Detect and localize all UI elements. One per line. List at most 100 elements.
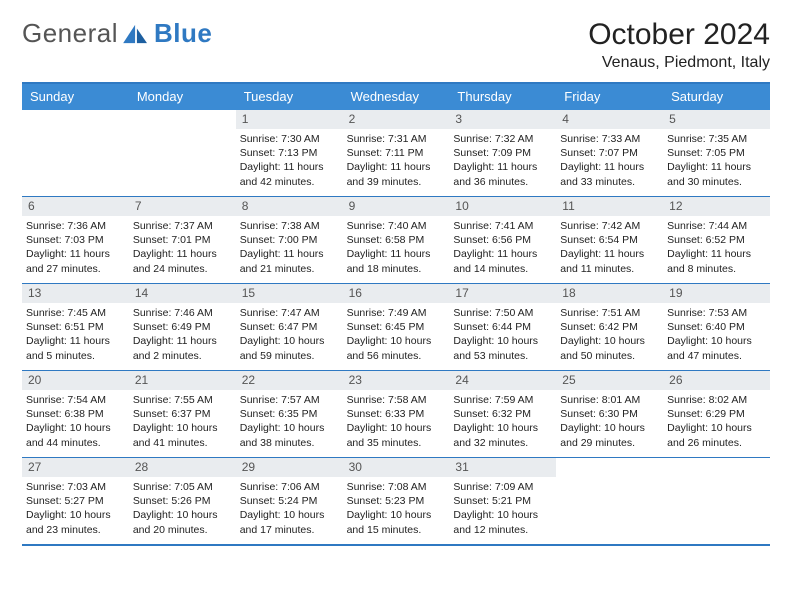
weekday-saturday: Saturday: [663, 84, 770, 110]
day-number: 14: [129, 284, 236, 303]
brand-logo: General Blue: [22, 18, 212, 49]
week-row: 13 Sunrise: 7:45 AMSunset: 6:51 PMDayligh…: [22, 284, 770, 371]
day-info: Sunrise: 7:08 AMSunset: 5:23 PMDaylight:…: [347, 480, 446, 537]
day-number: 12: [663, 197, 770, 216]
day-cell-2: 2 Sunrise: 7:31 AMSunset: 7:11 PMDaylight…: [343, 110, 450, 196]
day-number: 19: [663, 284, 770, 303]
day-cell-4: 4 Sunrise: 7:33 AMSunset: 7:07 PMDaylight…: [556, 110, 663, 196]
day-info: Sunrise: 7:50 AMSunset: 6:44 PMDaylight:…: [453, 306, 552, 363]
day-info: Sunrise: 7:05 AMSunset: 5:26 PMDaylight:…: [133, 480, 232, 537]
day-cell-10: 10 Sunrise: 7:41 AMSunset: 6:56 PMDayligh…: [449, 197, 556, 283]
header: General Blue October 2024 Venaus, Piedmo…: [22, 18, 770, 72]
day-info: Sunrise: 7:36 AMSunset: 7:03 PMDaylight:…: [26, 219, 125, 276]
day-info: Sunrise: 7:06 AMSunset: 5:24 PMDaylight:…: [240, 480, 339, 537]
day-number: 31: [449, 458, 556, 477]
day-cell-16: 16 Sunrise: 7:49 AMSunset: 6:45 PMDayligh…: [343, 284, 450, 370]
day-number: 8: [236, 197, 343, 216]
brand-part1: General: [22, 18, 118, 49]
day-cell-25: 25Sunrise: 8:01 AMSunset: 6:30 PMDayligh…: [556, 371, 663, 457]
day-info: Sunrise: 7:57 AMSunset: 6:35 PMDaylight:…: [240, 393, 339, 450]
empty-cell: [663, 458, 770, 544]
day-info: Sunrise: 7:54 AMSunset: 6:38 PMDaylight:…: [26, 393, 125, 450]
weekday-tuesday: Tuesday: [236, 84, 343, 110]
day-info: Sunrise: 7:38 AMSunset: 7:00 PMDaylight:…: [240, 219, 339, 276]
day-info: Sunrise: 7:31 AMSunset: 7:11 PMDaylight:…: [347, 132, 446, 189]
weekday-wednesday: Wednesday: [343, 84, 450, 110]
day-number: 10: [449, 197, 556, 216]
day-number: 18: [556, 284, 663, 303]
day-number: 4: [556, 110, 663, 129]
day-info: Sunrise: 7:37 AMSunset: 7:01 PMDaylight:…: [133, 219, 232, 276]
weekday-header: SundayMondayTuesdayWednesdayThursdayFrid…: [22, 84, 770, 110]
day-info: Sunrise: 7:41 AMSunset: 6:56 PMDaylight:…: [453, 219, 552, 276]
day-cell-12: 12 Sunrise: 7:44 AMSunset: 6:52 PMDayligh…: [663, 197, 770, 283]
day-info: Sunrise: 7:09 AMSunset: 5:21 PMDaylight:…: [453, 480, 552, 537]
day-number: 21: [129, 371, 236, 390]
day-number: 2: [343, 110, 450, 129]
day-info: Sunrise: 7:32 AMSunset: 7:09 PMDaylight:…: [453, 132, 552, 189]
day-info: Sunrise: 7:42 AMSunset: 6:54 PMDaylight:…: [560, 219, 659, 276]
day-number: 7: [129, 197, 236, 216]
day-info: Sunrise: 7:46 AMSunset: 6:49 PMDaylight:…: [133, 306, 232, 363]
day-info: Sunrise: 7:49 AMSunset: 6:45 PMDaylight:…: [347, 306, 446, 363]
day-number: 1: [236, 110, 343, 129]
day-number: 13: [22, 284, 129, 303]
day-cell-27: 27Sunrise: 7:03 AMSunset: 5:27 PMDayligh…: [22, 458, 129, 544]
day-cell-15: 15 Sunrise: 7:47 AMSunset: 6:47 PMDayligh…: [236, 284, 343, 370]
day-number: 15: [236, 284, 343, 303]
day-number: 3: [449, 110, 556, 129]
weekday-thursday: Thursday: [449, 84, 556, 110]
day-cell-20: 20Sunrise: 7:54 AMSunset: 6:38 PMDayligh…: [22, 371, 129, 457]
day-info: Sunrise: 7:30 AMSunset: 7:13 PMDaylight:…: [240, 132, 339, 189]
week-row: 27Sunrise: 7:03 AMSunset: 5:27 PMDayligh…: [22, 458, 770, 544]
day-cell-5: 5 Sunrise: 7:35 AMSunset: 7:05 PMDaylight…: [663, 110, 770, 196]
empty-cell: [22, 110, 129, 196]
day-number: 6: [22, 197, 129, 216]
day-number: 23: [343, 371, 450, 390]
day-cell-23: 23 Sunrise: 7:58 AMSunset: 6:33 PMDayligh…: [343, 371, 450, 457]
day-info: Sunrise: 7:51 AMSunset: 6:42 PMDaylight:…: [560, 306, 659, 363]
day-cell-29: 29 Sunrise: 7:06 AMSunset: 5:24 PMDayligh…: [236, 458, 343, 544]
day-cell-3: 3 Sunrise: 7:32 AMSunset: 7:09 PMDaylight…: [449, 110, 556, 196]
day-info: Sunrise: 7:58 AMSunset: 6:33 PMDaylight:…: [347, 393, 446, 450]
day-cell-13: 13 Sunrise: 7:45 AMSunset: 6:51 PMDayligh…: [22, 284, 129, 370]
day-info: Sunrise: 7:44 AMSunset: 6:52 PMDaylight:…: [667, 219, 766, 276]
day-number: 30: [343, 458, 450, 477]
day-cell-9: 9Sunrise: 7:40 AMSunset: 6:58 PMDaylight…: [343, 197, 450, 283]
day-number: 16: [343, 284, 450, 303]
location-text: Venaus, Piedmont, Italy: [588, 54, 770, 72]
weekday-sunday: Sunday: [22, 84, 129, 110]
day-number: 28: [129, 458, 236, 477]
day-cell-11: 11 Sunrise: 7:42 AMSunset: 6:54 PMDayligh…: [556, 197, 663, 283]
day-cell-26: 26 Sunrise: 8:02 AMSunset: 6:29 PMDayligh…: [663, 371, 770, 457]
calendar: SundayMondayTuesdayWednesdayThursdayFrid…: [22, 82, 770, 546]
day-number: 5: [663, 110, 770, 129]
day-cell-22: 22Sunrise: 7:57 AMSunset: 6:35 PMDayligh…: [236, 371, 343, 457]
day-cell-30: 30 Sunrise: 7:08 AMSunset: 5:23 PMDayligh…: [343, 458, 450, 544]
day-info: Sunrise: 7:35 AMSunset: 7:05 PMDaylight:…: [667, 132, 766, 189]
day-cell-24: 24Sunrise: 7:59 AMSunset: 6:32 PMDayligh…: [449, 371, 556, 457]
day-number: 11: [556, 197, 663, 216]
sail-icon: [122, 23, 150, 45]
day-cell-14: 14 Sunrise: 7:46 AMSunset: 6:49 PMDayligh…: [129, 284, 236, 370]
day-info: Sunrise: 7:47 AMSunset: 6:47 PMDaylight:…: [240, 306, 339, 363]
day-cell-18: 18 Sunrise: 7:51 AMSunset: 6:42 PMDayligh…: [556, 284, 663, 370]
day-info: Sunrise: 7:53 AMSunset: 6:40 PMDaylight:…: [667, 306, 766, 363]
weekday-friday: Friday: [556, 84, 663, 110]
day-cell-28: 28 Sunrise: 7:05 AMSunset: 5:26 PMDayligh…: [129, 458, 236, 544]
day-cell-21: 21 Sunrise: 7:55 AMSunset: 6:37 PMDayligh…: [129, 371, 236, 457]
weekday-monday: Monday: [129, 84, 236, 110]
day-number: 25: [556, 371, 663, 390]
day-cell-31: 31 Sunrise: 7:09 AMSunset: 5:21 PMDayligh…: [449, 458, 556, 544]
day-info: Sunrise: 7:45 AMSunset: 6:51 PMDaylight:…: [26, 306, 125, 363]
day-info: Sunrise: 7:33 AMSunset: 7:07 PMDaylight:…: [560, 132, 659, 189]
day-number: 26: [663, 371, 770, 390]
day-info: Sunrise: 8:02 AMSunset: 6:29 PMDaylight:…: [667, 393, 766, 450]
month-title: October 2024: [588, 18, 770, 52]
week-row: 1 Sunrise: 7:30 AMSunset: 7:13 PMDaylight…: [22, 110, 770, 197]
day-number: 24: [449, 371, 556, 390]
day-number: 27: [22, 458, 129, 477]
day-number: 29: [236, 458, 343, 477]
day-info: Sunrise: 7:55 AMSunset: 6:37 PMDaylight:…: [133, 393, 232, 450]
day-number: 17: [449, 284, 556, 303]
